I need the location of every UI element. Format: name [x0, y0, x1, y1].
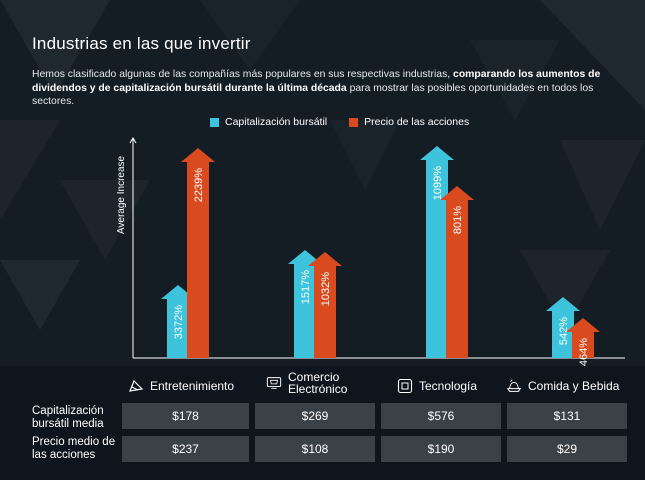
category-comercio: Comercio Electrónico	[266, 371, 358, 395]
bar-label-price-1: 1032%	[320, 272, 332, 306]
bar-price-2	[440, 186, 474, 358]
category-label: Comida y Bebida	[528, 379, 620, 393]
bg-triangle	[560, 140, 645, 230]
table-cell-cap-comercio: $269	[255, 403, 375, 429]
desc-text-2: para mostrar las posibles oportunidades …	[32, 82, 594, 108]
bar-label-cap-0: 3372%	[173, 305, 185, 339]
bar-price-3	[566, 318, 600, 358]
category-entretenimiento: Entretenimiento	[128, 378, 234, 394]
bg-triangle	[0, 120, 60, 220]
bar-price-0	[181, 148, 215, 358]
bg-triangle	[540, 0, 645, 110]
legend-label-cap: Capitalización bursátil	[225, 116, 328, 128]
legend-label-price: Precio de las acciones	[364, 116, 470, 128]
bg-triangle	[60, 180, 150, 260]
ticket-icon	[128, 378, 144, 394]
cart-icon	[266, 375, 282, 391]
category-label: Comercio Electrónico	[288, 370, 348, 396]
chip-icon	[397, 378, 413, 394]
row-label-price: Precio medio de las acciones	[32, 436, 116, 461]
bar-cap-0	[161, 285, 195, 358]
chart-legend: Capitalización bursátil Precio de las ac…	[210, 116, 469, 128]
category-row: Entretenimiento Comercio Electrónico Tec…	[0, 368, 645, 402]
desc-text-bold: comparando los aumentos de dividendos y …	[32, 69, 601, 94]
bar-label-cap-2: 1099%	[432, 166, 444, 200]
table-cell-price-entretenimiento: $237	[122, 436, 249, 462]
table-cell-price-comida: $29	[507, 436, 627, 462]
legend-item-price: Precio de las acciones	[349, 116, 469, 128]
bar-label-cap-1: 1517%	[300, 270, 312, 304]
bg-triangle	[520, 250, 610, 330]
bar-label-cap-3: 542%	[558, 317, 570, 345]
legend-item-cap: Capitalización bursátil	[210, 116, 327, 128]
bg-triangle	[0, 0, 110, 95]
category-tecnologia: Tecnología	[397, 378, 477, 394]
legend-swatch-cap	[210, 117, 219, 127]
y-axis-arrow	[129, 137, 137, 144]
table-cell-cap-comida: $131	[507, 403, 627, 429]
legend-swatch-price	[349, 117, 359, 127]
bar-cap-1	[288, 250, 322, 358]
bar-label-price-2: 801%	[452, 206, 464, 234]
table-cell-cap-entretenimiento: $178	[122, 403, 249, 429]
category-comida: Comida y Bebida	[506, 378, 619, 394]
bar-price-1	[308, 252, 342, 358]
food-icon	[506, 378, 522, 394]
bg-triangle	[0, 260, 80, 330]
table-cell-price-comercio: $108	[255, 436, 375, 462]
desc-text-1: Hemos clasificado algunas de las compañí…	[32, 69, 454, 80]
y-axis-label: Average Increase	[116, 155, 127, 234]
bar-label-price-3: 464%	[578, 338, 590, 366]
row-label-cap: Capitalización bursátil media	[32, 405, 104, 430]
page-title: Industrias en las que invertir	[32, 34, 251, 53]
bar-label-price-0: 2239%	[193, 168, 205, 202]
bar-cap-3	[546, 297, 580, 358]
category-label: Tecnología	[419, 379, 478, 393]
category-label: Entretenimiento	[150, 379, 235, 393]
table-cell-cap-tecnologia: $576	[381, 403, 501, 429]
table-cell-price-tecnologia: $190	[381, 436, 501, 462]
page-description: Hemos clasificado algunas de las compañí…	[32, 68, 622, 109]
